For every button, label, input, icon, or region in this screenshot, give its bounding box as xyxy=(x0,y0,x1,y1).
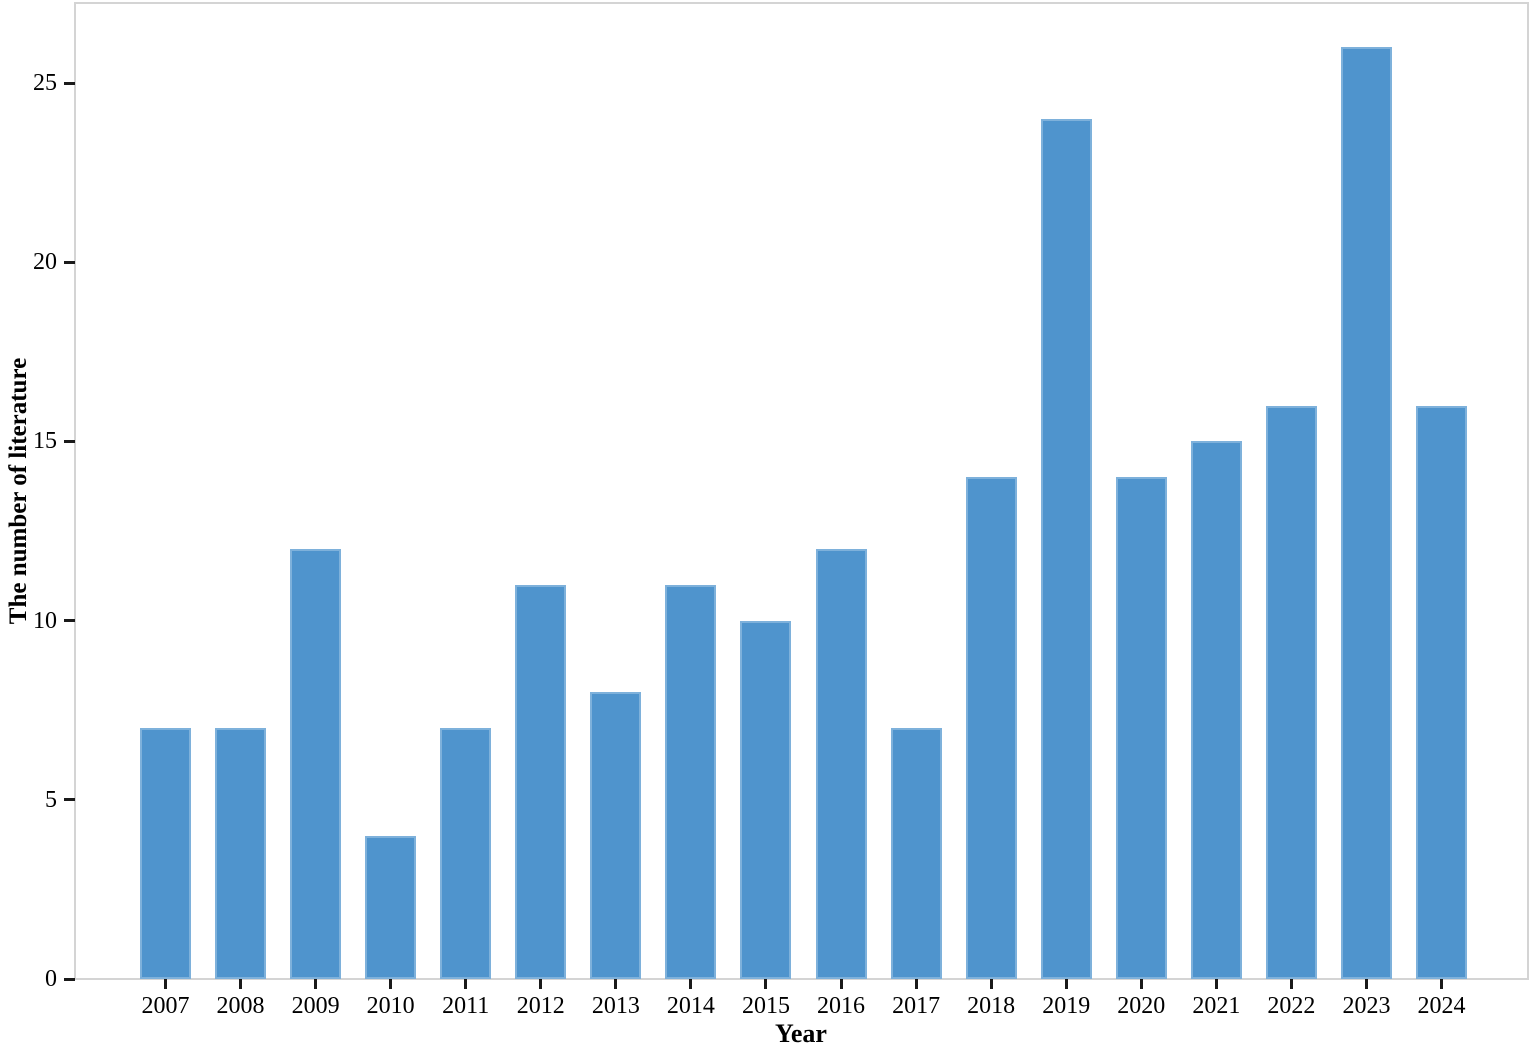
bar-2014 xyxy=(665,585,717,979)
x-tick-label-2018: 2018 xyxy=(967,993,1016,1019)
x-tick-label-2011: 2011 xyxy=(442,993,490,1019)
x-tick-2022 xyxy=(1289,979,1293,989)
x-tick-label-2013: 2013 xyxy=(591,993,640,1019)
bar-2008 xyxy=(215,728,267,979)
bar-2012 xyxy=(515,585,567,979)
bar-2019 xyxy=(1040,119,1092,979)
x-tick-2009 xyxy=(314,979,318,989)
x-tick-label-2016: 2016 xyxy=(817,993,866,1019)
x-tick-2024 xyxy=(1440,979,1444,989)
bar-2022 xyxy=(1265,406,1317,979)
x-tick-label-2008: 2008 xyxy=(216,993,265,1019)
y-tick-label-0: 0 xyxy=(45,966,57,992)
x-tick-2023 xyxy=(1364,979,1368,989)
x-tick-2013 xyxy=(614,979,618,989)
x-tick-label-2009: 2009 xyxy=(291,993,340,1019)
x-tick-2008 xyxy=(239,979,243,989)
bar-2021 xyxy=(1190,441,1242,979)
bar-2015 xyxy=(740,621,792,979)
x-tick-2020 xyxy=(1139,979,1143,989)
x-tick-label-2010: 2010 xyxy=(366,993,415,1019)
x-tick-label-2019: 2019 xyxy=(1042,993,1091,1019)
bar-2010 xyxy=(365,836,417,979)
bar-2024 xyxy=(1416,406,1468,979)
bar-2017 xyxy=(890,728,942,979)
x-tick-2011 xyxy=(464,979,468,989)
x-tick-2016 xyxy=(839,979,843,989)
bar-2011 xyxy=(440,728,492,979)
x-tick-2015 xyxy=(764,979,768,989)
bar-2007 xyxy=(140,728,191,979)
x-tick-2010 xyxy=(389,979,393,989)
x-tick-2019 xyxy=(1064,979,1068,989)
x-tick-label-2012: 2012 xyxy=(516,993,565,1019)
x-tick-label-2021: 2021 xyxy=(1192,993,1241,1019)
bar-2023 xyxy=(1340,47,1392,979)
x-axis-title: Year xyxy=(775,1019,827,1047)
y-tick-label-15: 15 xyxy=(33,428,57,455)
y-tick-label-5: 5 xyxy=(45,786,57,813)
y-tick-20 xyxy=(64,260,75,264)
y-tick-label-10: 10 xyxy=(33,607,57,634)
x-tick-label-2007: 2007 xyxy=(141,993,190,1019)
bar-2016 xyxy=(815,549,867,979)
y-tick-15 xyxy=(64,439,75,443)
x-tick-label-2014: 2014 xyxy=(666,993,715,1019)
y-tick-label-20: 20 xyxy=(33,249,57,276)
x-tick-label-2015: 2015 xyxy=(741,993,790,1019)
x-tick-2014 xyxy=(689,979,693,989)
bar-2009 xyxy=(290,549,342,979)
y-tick-5 xyxy=(64,798,75,802)
x-tick-label-2022: 2022 xyxy=(1267,993,1316,1019)
bar-2020 xyxy=(1115,477,1167,979)
x-tick-2012 xyxy=(539,979,543,989)
y-tick-0 xyxy=(64,977,75,981)
x-tick-2021 xyxy=(1214,979,1218,989)
bar-2018 xyxy=(965,477,1017,979)
y-tick-10 xyxy=(64,619,75,623)
y-tick-label-25: 25 xyxy=(33,70,57,96)
y-axis-title: The number of literature xyxy=(5,357,32,625)
x-tick-label-2017: 2017 xyxy=(892,993,941,1019)
x-tick-label-2020: 2020 xyxy=(1117,993,1166,1019)
x-tick-2007 xyxy=(164,979,167,989)
x-tick-2017 xyxy=(914,979,918,989)
bar-2013 xyxy=(590,692,642,979)
x-tick-label-2023: 2023 xyxy=(1342,993,1391,1019)
y-tick-25 xyxy=(64,81,75,85)
x-tick-2018 xyxy=(989,979,993,989)
x-tick-label-2024: 2024 xyxy=(1417,993,1466,1019)
